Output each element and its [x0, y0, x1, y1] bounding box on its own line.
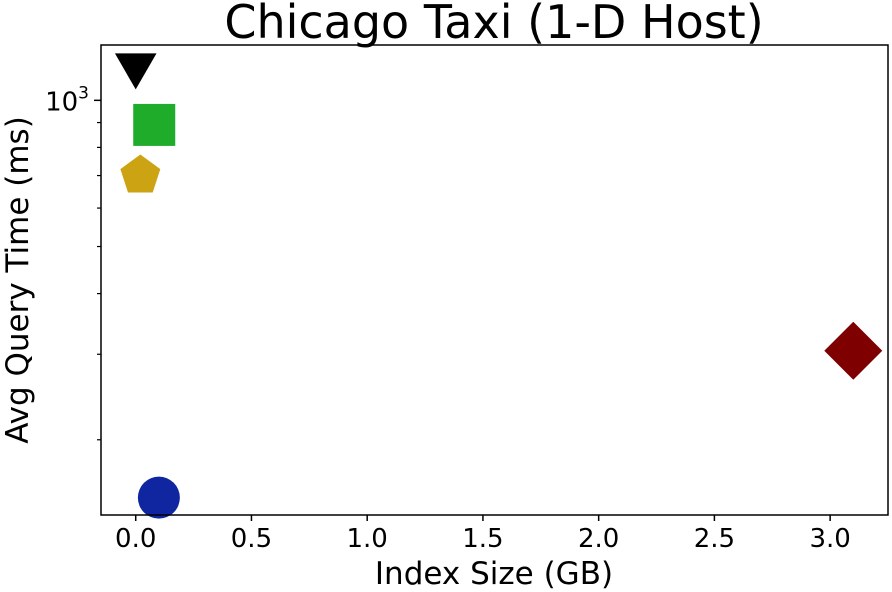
x-tick-label: 1.0	[347, 524, 388, 554]
data-markers	[114, 53, 883, 519]
data-point-diamond	[824, 321, 883, 380]
x-tick-label: 0.5	[231, 524, 272, 554]
plot-frame	[100, 44, 889, 516]
data-point-triangle-down	[114, 53, 157, 90]
x-tick-label: 3.0	[809, 524, 850, 554]
data-point-circle	[137, 476, 180, 519]
y-tick-label: 103	[45, 83, 89, 117]
y-axis-ticks: 103	[45, 83, 101, 441]
x-axis-ticks: 0.0 0.5 1.0 1.5 2.0 2.5 3.0	[115, 515, 851, 554]
x-tick-label: 1.5	[462, 524, 503, 554]
chart-title: Chicago Taxi (1-D Host)	[224, 0, 763, 49]
y-axis-title: Avg Query Time (ms)	[0, 116, 36, 444]
x-tick-label: 2.0	[578, 524, 619, 554]
x-axis-title: Index Size (GB)	[375, 556, 613, 592]
data-point-pentagon	[120, 154, 161, 193]
data-point-square	[133, 103, 176, 146]
x-tick-label: 2.5	[694, 524, 735, 554]
x-tick-label: 0.0	[115, 524, 156, 554]
